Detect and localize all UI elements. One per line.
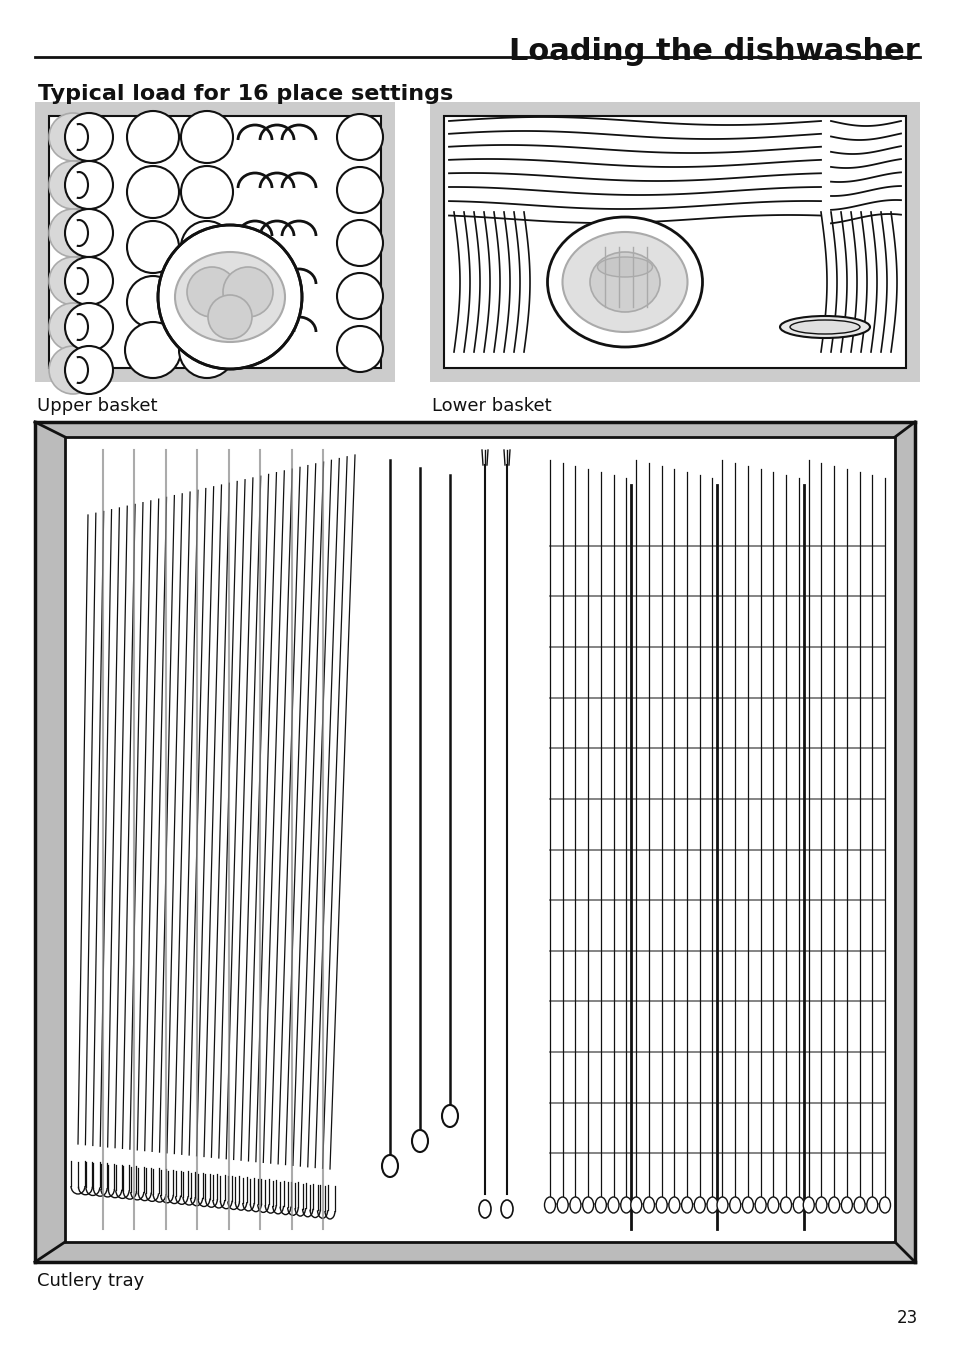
Circle shape xyxy=(181,166,233,218)
Circle shape xyxy=(181,111,233,164)
Circle shape xyxy=(49,303,97,352)
Text: Loading the dishwasher: Loading the dishwasher xyxy=(509,37,919,66)
Circle shape xyxy=(181,220,233,273)
Circle shape xyxy=(125,322,181,379)
Ellipse shape xyxy=(500,1201,513,1218)
Circle shape xyxy=(65,210,112,257)
Bar xyxy=(430,101,919,383)
Bar xyxy=(35,101,395,383)
Circle shape xyxy=(49,161,97,210)
Ellipse shape xyxy=(174,251,285,342)
Circle shape xyxy=(49,114,97,161)
Circle shape xyxy=(158,224,302,369)
Bar xyxy=(443,116,905,368)
Ellipse shape xyxy=(544,1197,555,1213)
Circle shape xyxy=(65,346,112,393)
Circle shape xyxy=(127,276,179,329)
Ellipse shape xyxy=(767,1197,778,1213)
Ellipse shape xyxy=(694,1197,704,1213)
Circle shape xyxy=(208,295,252,339)
Circle shape xyxy=(49,346,97,393)
Circle shape xyxy=(336,114,382,160)
Circle shape xyxy=(65,114,112,161)
Circle shape xyxy=(127,220,179,273)
Ellipse shape xyxy=(607,1197,618,1213)
Circle shape xyxy=(181,276,233,329)
Ellipse shape xyxy=(557,1197,568,1213)
Circle shape xyxy=(49,257,97,306)
Ellipse shape xyxy=(802,1197,814,1213)
Ellipse shape xyxy=(381,1155,397,1178)
Ellipse shape xyxy=(792,1197,803,1213)
Circle shape xyxy=(223,266,273,316)
Circle shape xyxy=(65,161,112,210)
Ellipse shape xyxy=(656,1197,666,1213)
Ellipse shape xyxy=(741,1197,753,1213)
Ellipse shape xyxy=(780,1197,791,1213)
Ellipse shape xyxy=(780,316,869,338)
Text: Cutlery tray: Cutlery tray xyxy=(37,1272,144,1290)
Ellipse shape xyxy=(729,1197,740,1213)
Text: Lower basket: Lower basket xyxy=(432,397,551,415)
Ellipse shape xyxy=(815,1197,826,1213)
Circle shape xyxy=(65,257,112,306)
Text: 23: 23 xyxy=(896,1309,917,1328)
Ellipse shape xyxy=(597,257,652,277)
Ellipse shape xyxy=(547,218,701,347)
Ellipse shape xyxy=(755,1197,765,1213)
Ellipse shape xyxy=(441,1105,457,1128)
Ellipse shape xyxy=(789,320,859,334)
Ellipse shape xyxy=(866,1197,877,1213)
Ellipse shape xyxy=(828,1197,839,1213)
Circle shape xyxy=(127,111,179,164)
Bar xyxy=(49,116,380,368)
Ellipse shape xyxy=(680,1197,692,1213)
Circle shape xyxy=(49,210,97,257)
Circle shape xyxy=(336,168,382,214)
Ellipse shape xyxy=(478,1201,491,1218)
Ellipse shape xyxy=(706,1197,718,1213)
Circle shape xyxy=(179,322,234,379)
Ellipse shape xyxy=(620,1197,631,1213)
Ellipse shape xyxy=(589,251,659,312)
Circle shape xyxy=(65,303,112,352)
Ellipse shape xyxy=(841,1197,851,1213)
Circle shape xyxy=(336,220,382,266)
Bar xyxy=(65,437,894,1242)
Circle shape xyxy=(336,273,382,319)
Ellipse shape xyxy=(879,1197,889,1213)
Ellipse shape xyxy=(582,1197,593,1213)
Ellipse shape xyxy=(717,1197,727,1213)
Ellipse shape xyxy=(569,1197,580,1213)
Ellipse shape xyxy=(642,1197,654,1213)
Circle shape xyxy=(127,166,179,218)
Ellipse shape xyxy=(562,233,687,333)
Text: Upper basket: Upper basket xyxy=(37,397,157,415)
Ellipse shape xyxy=(853,1197,864,1213)
Circle shape xyxy=(187,266,236,316)
Ellipse shape xyxy=(668,1197,679,1213)
Text: Typical load for 16 place settings: Typical load for 16 place settings xyxy=(38,84,453,104)
Circle shape xyxy=(336,326,382,372)
Ellipse shape xyxy=(630,1197,641,1213)
Ellipse shape xyxy=(412,1130,428,1152)
Bar xyxy=(35,422,914,1261)
Ellipse shape xyxy=(595,1197,606,1213)
